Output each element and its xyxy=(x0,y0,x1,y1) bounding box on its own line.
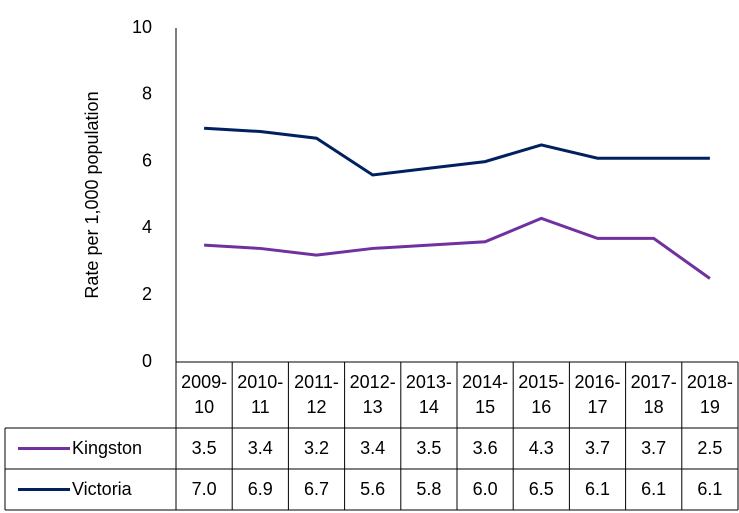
table-value: 5.6 xyxy=(360,479,386,499)
series-line xyxy=(204,216,711,280)
category-label: 2015-16 xyxy=(518,372,565,417)
table-value: 6.7 xyxy=(303,479,329,499)
table-value: 3.2 xyxy=(303,438,329,458)
table-value: 3.5 xyxy=(191,438,217,458)
y-tick-label: 10 xyxy=(132,17,152,37)
table-value: 6.1 xyxy=(641,479,667,499)
table-value: 6.0 xyxy=(472,479,498,499)
table-value: 6.1 xyxy=(697,479,723,499)
table-value: 6.9 xyxy=(247,479,273,499)
series-line xyxy=(204,126,710,177)
category-label: 2018-19 xyxy=(686,372,733,417)
category-label: 2014-15 xyxy=(462,372,509,417)
table-value: 5.8 xyxy=(416,479,442,499)
table-value: 4.3 xyxy=(528,438,554,458)
y-axis-title: Rate per 1,000 population xyxy=(82,91,102,298)
y-tick-label: 6 xyxy=(142,150,152,170)
table-value: 3.4 xyxy=(247,438,273,458)
category-label: 2011-12 xyxy=(294,372,339,417)
table-value: 3.7 xyxy=(641,438,667,458)
table-value: 6.1 xyxy=(584,479,610,499)
y-tick-label: 4 xyxy=(142,217,152,237)
table-value: 3.7 xyxy=(584,438,610,458)
category-label: 2012-13 xyxy=(349,372,396,417)
legend-label: Victoria xyxy=(72,479,132,499)
table-value: 6.5 xyxy=(528,479,554,499)
category-label: 2016-17 xyxy=(574,372,621,417)
table-value: 3.6 xyxy=(472,438,498,458)
table-value: 7.0 xyxy=(191,479,217,499)
y-tick-label: 0 xyxy=(142,351,152,371)
y-tick-label: 8 xyxy=(142,84,152,104)
table-value: 3.4 xyxy=(360,438,386,458)
table-value: 2.5 xyxy=(697,438,723,458)
legend-label: Kingston xyxy=(72,438,143,458)
category-label: 2017-18 xyxy=(630,372,677,417)
category-label: 2010-11 xyxy=(237,372,284,417)
table-value: 3.5 xyxy=(416,438,442,458)
category-label: 2013-14 xyxy=(405,372,452,417)
y-tick-label: 2 xyxy=(142,284,152,304)
category-label: 2009-10 xyxy=(181,372,228,417)
